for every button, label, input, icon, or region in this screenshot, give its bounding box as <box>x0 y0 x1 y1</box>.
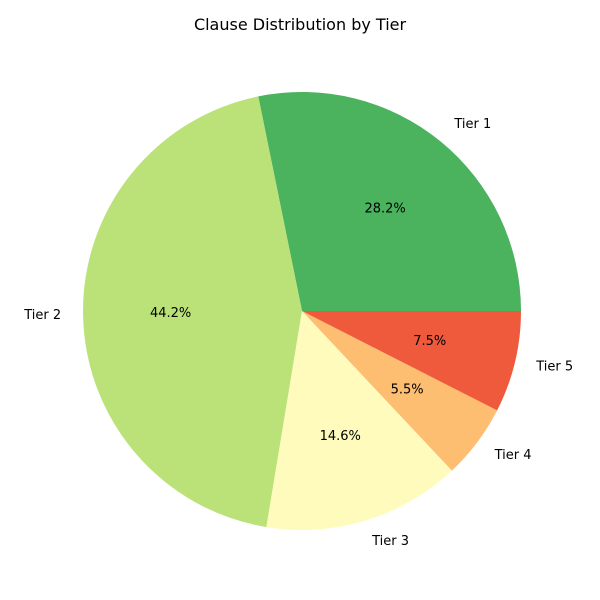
slice-percent-3: 14.6% <box>320 429 361 444</box>
pie-slice-3 <box>266 311 452 530</box>
slice-label-3: Tier 3 <box>371 534 409 549</box>
slice-label-5: Tier 5 <box>535 360 573 375</box>
pie-slice-2 <box>83 96 303 528</box>
pie-slice-1 <box>258 92 521 311</box>
slice-percent-4: 5.5% <box>391 382 424 397</box>
slice-label-4: Tier 4 <box>494 448 532 463</box>
pie-slices <box>83 92 521 530</box>
slice-label-1: Tier 1 <box>453 117 491 132</box>
chart-title: Clause Distribution by Tier <box>194 15 407 34</box>
slice-percent-5: 7.5% <box>413 334 446 349</box>
pie-labels: Tier 1 28.2% Tier 2 44.2% Tier 3 14.6% Tier 4 5… <box>23 117 573 549</box>
slice-label-2: Tier 2 <box>23 308 61 323</box>
pie-slice-4 <box>302 311 498 471</box>
pie-slice-5 <box>302 311 521 411</box>
slice-percent-2: 44.2% <box>150 306 191 321</box>
slice-percent-1: 28.2% <box>364 202 405 217</box>
